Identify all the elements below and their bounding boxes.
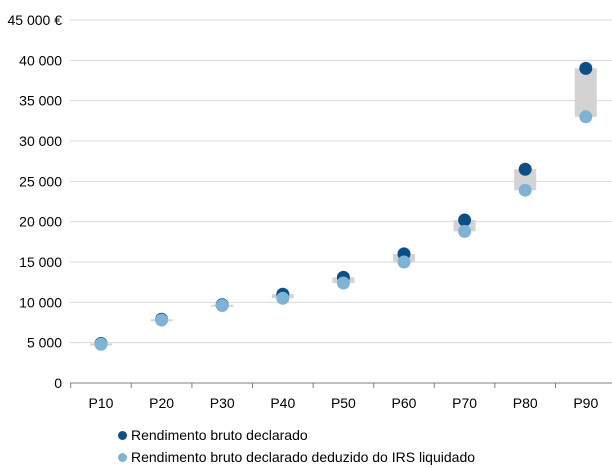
point-net — [458, 224, 472, 238]
x-tick-label: P30 — [210, 395, 235, 411]
grid-lines — [70, 19, 612, 344]
legend-marker-gross — [118, 430, 127, 440]
y-tick-label: 20 000 — [19, 214, 62, 230]
x-tick-label: P20 — [149, 395, 174, 411]
x-tick-label: P70 — [452, 395, 477, 411]
x-tick-label: P60 — [392, 395, 417, 411]
y-tick-label: 0 — [54, 375, 62, 391]
legend-label-gross: Rendimento bruto declarado — [131, 427, 308, 443]
y-axis: 0 5 000 10 000 15 000 20 000 25 000 30 000 35 0… — [8, 12, 63, 391]
point-net — [336, 276, 350, 290]
point-net — [397, 255, 411, 269]
point-net — [215, 299, 229, 313]
x-axis: P10 P20 P30 P40 P50 P60 P70 P80 P90 — [70, 382, 612, 411]
legend-item-gross: Rendimento bruto declarado — [118, 424, 475, 446]
point-gross — [458, 213, 472, 227]
y-tick-label: 30 000 — [19, 133, 62, 149]
y-tick-label: 15 000 — [19, 254, 62, 270]
legend: Rendimento bruto declarado Rendimento br… — [118, 424, 475, 468]
data-points — [94, 61, 593, 351]
point-gross — [579, 61, 593, 75]
point-net — [579, 110, 593, 124]
y-tick-label: 35 000 — [19, 93, 62, 109]
x-tick-label: P80 — [513, 395, 538, 411]
point-net — [518, 183, 532, 197]
point-gross — [518, 162, 532, 176]
y-tick-label: 5 000 — [27, 335, 62, 351]
legend-label-net: Rendimento bruto declarado deduzido do I… — [131, 449, 476, 465]
point-net — [155, 313, 169, 327]
x-tick-label: P50 — [331, 395, 356, 411]
legend-marker-net — [118, 452, 127, 462]
x-tick-label: P10 — [89, 395, 114, 411]
y-tick-label: 10 000 — [19, 294, 62, 310]
x-tick-label: P40 — [270, 395, 295, 411]
x-tick-label: P90 — [573, 395, 598, 411]
point-net — [276, 291, 290, 305]
range-band — [574, 68, 597, 117]
y-tick-label: 40 000 — [19, 52, 62, 68]
y-tick-label: 25 000 — [19, 173, 62, 189]
y-tick-label: 45 000 € — [8, 12, 63, 28]
scatter-chart: 0 5 000 10 000 15 000 20 000 25 000 30 000 35 0… — [8, 12, 612, 411]
legend-item-net: Rendimento bruto declarado deduzido do I… — [118, 446, 475, 468]
range-band — [514, 169, 537, 191]
point-net — [94, 337, 108, 351]
range-bands — [90, 68, 597, 346]
